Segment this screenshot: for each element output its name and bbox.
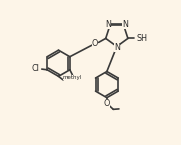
Text: O: O xyxy=(92,39,98,48)
Text: methyl: methyl xyxy=(63,75,82,80)
Text: O: O xyxy=(104,99,110,108)
Text: N: N xyxy=(105,20,111,29)
Text: N: N xyxy=(122,20,128,29)
Text: SH: SH xyxy=(137,34,148,43)
Text: N: N xyxy=(114,43,120,52)
Text: Cl: Cl xyxy=(31,64,39,74)
